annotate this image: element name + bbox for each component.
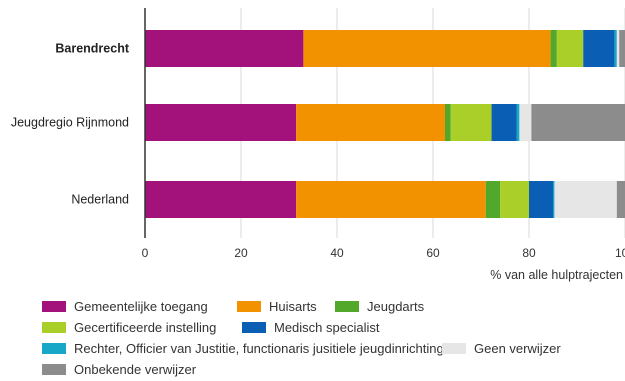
legend-swatch (42, 364, 66, 375)
legend-swatch (442, 343, 466, 354)
bar-barendrecht-gecertificeerde-instelli (556, 30, 584, 67)
bar-jeugdregio-rijnmond-onbekende-verwijzer (531, 104, 625, 141)
bar-jeugdregio-rijnmond-gecertificeerde-instelli (450, 104, 492, 141)
legend-item: Jeugdarts (335, 296, 424, 317)
bar-jeugdregio-rijnmond-medisch-specialist (491, 104, 517, 141)
bar-nederland-gemeentelijke-toegang (145, 181, 297, 218)
legend-item: Medisch specialist (242, 317, 380, 338)
legend-swatch (237, 301, 261, 312)
bar-jeugdregio-rijnmond-gemeentelijke-toegang (145, 104, 297, 141)
stacked-bar-chart: Barendrecht Jeugdregio Rijnmond Nederland 0… (11, 8, 625, 282)
legend-row: Gecertificeerde instelling Medisch specia… (42, 317, 622, 338)
bar-jeugdregio-rijnmond-rechter-officier-van-jus (516, 104, 520, 141)
legend-item: Onbekende verwijzer (42, 359, 196, 380)
chart-legend: Gemeentelijke toegang Huisarts Jeugdarts Ge… (42, 296, 622, 380)
legend-swatch (335, 301, 359, 312)
bar-jeugdregio-rijnmond-huisarts (296, 104, 445, 141)
legend-label: Geen verwijzer (474, 341, 561, 356)
bar-nederland-geen-verwijzer (554, 181, 617, 218)
legend-item: Huisarts (237, 296, 317, 317)
bar-jeugdregio-rijnmond-jeugdarts (445, 104, 451, 141)
bar-nederland-jeugdarts (485, 181, 501, 218)
bar-barendrecht-gemeentelijke-toegang (145, 30, 304, 67)
legend-swatch (42, 301, 66, 312)
x-tick-label-40: 40 (330, 246, 344, 260)
bar-barendrecht-rechter-officier-van-jus (614, 30, 617, 67)
bar-barendrecht-huisarts (303, 30, 551, 67)
x-tick-label-100: 100 (615, 246, 625, 260)
legend-label: Gecertificeerde instelling (74, 320, 217, 335)
legend-row: Onbekende verwijzer (42, 359, 622, 380)
bar-nederland-medisch-specialist (529, 181, 553, 218)
category-label-barendrecht: Barendrecht (55, 42, 129, 56)
category-label-nederland: Nederland (71, 193, 129, 207)
legend-label: Rechter, Officier van Justitie, function… (74, 341, 444, 356)
x-tick-label-60: 60 (426, 246, 440, 260)
x-tick-label-20: 20 (234, 246, 248, 260)
bar-nederland-rechter-officier-van-jus (553, 181, 555, 218)
bar-nederland-huisarts (296, 181, 486, 218)
legend-item: Gecertificeerde instelling (42, 317, 216, 338)
legend-label: Onbekende verwijzer (74, 362, 197, 377)
x-axis-title: % van alle hulptrajecten (490, 268, 623, 282)
legend-label: Gemeentelijke toegang (74, 299, 208, 314)
legend-row: Gemeentelijke toegang Huisarts Jeugdarts (42, 296, 622, 317)
bar-nederland-gecertificeerde-instelli (500, 181, 529, 218)
legend-label: Huisarts (269, 299, 317, 314)
bar-nederland-onbekende-verwijzer (616, 181, 625, 218)
bar-barendrecht-jeugdarts (550, 30, 557, 67)
legend-item: Geen verwijzer (442, 338, 561, 359)
bar-barendrecht-geen-verwijzer (616, 30, 620, 67)
legend-swatch (242, 322, 266, 333)
legend-label: Medisch specialist (274, 320, 380, 335)
legend-swatch (42, 322, 66, 333)
bar-barendrecht-medisch-specialist (583, 30, 615, 67)
bar-jeugdregio-rijnmond-geen-verwijzer (519, 104, 532, 141)
x-tick-label-0: 0 (142, 246, 149, 260)
legend-item: Gemeentelijke toegang (42, 296, 208, 317)
legend-item: Rechter, Officier van Justitie, function… (42, 338, 444, 359)
bar-barendrecht-onbekende-verwijzer (619, 30, 625, 67)
x-tick-label-80: 80 (522, 246, 536, 260)
legend-swatch (42, 343, 66, 354)
legend-row: Rechter, Officier van Justitie, function… (42, 338, 622, 359)
category-label-jeugdregio-rijnmond: Jeugdregio Rijnmond (11, 116, 129, 130)
legend-label: Jeugdarts (367, 299, 425, 314)
